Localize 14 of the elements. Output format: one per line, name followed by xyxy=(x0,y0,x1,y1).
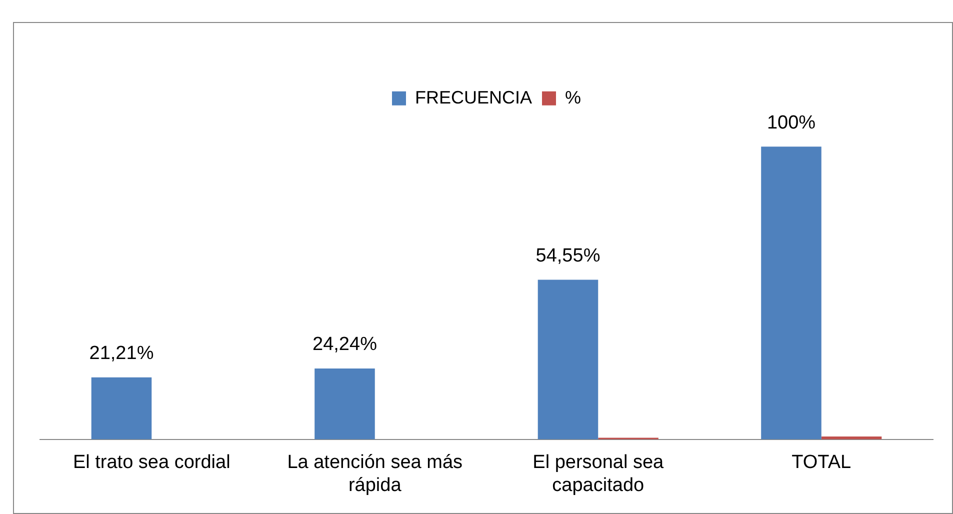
data-label: 21,21% xyxy=(89,343,154,364)
bar xyxy=(91,377,152,440)
bar xyxy=(314,368,375,440)
data-label: 54,55% xyxy=(536,245,600,266)
bar xyxy=(538,280,598,440)
x-tick-label: La atención sea más rápida xyxy=(287,452,463,496)
data-label: 24,24% xyxy=(312,334,378,356)
x-tick-label: TOTAL xyxy=(792,452,852,474)
legend-label: % xyxy=(565,87,582,108)
bar xyxy=(761,146,822,440)
data-label: 100% xyxy=(766,112,816,134)
x-tick-label: El personal sea capacitado xyxy=(532,452,664,496)
x-tick-label: El trato sea cordial xyxy=(72,452,230,474)
legend-label: FRECUENCIA xyxy=(414,87,532,108)
